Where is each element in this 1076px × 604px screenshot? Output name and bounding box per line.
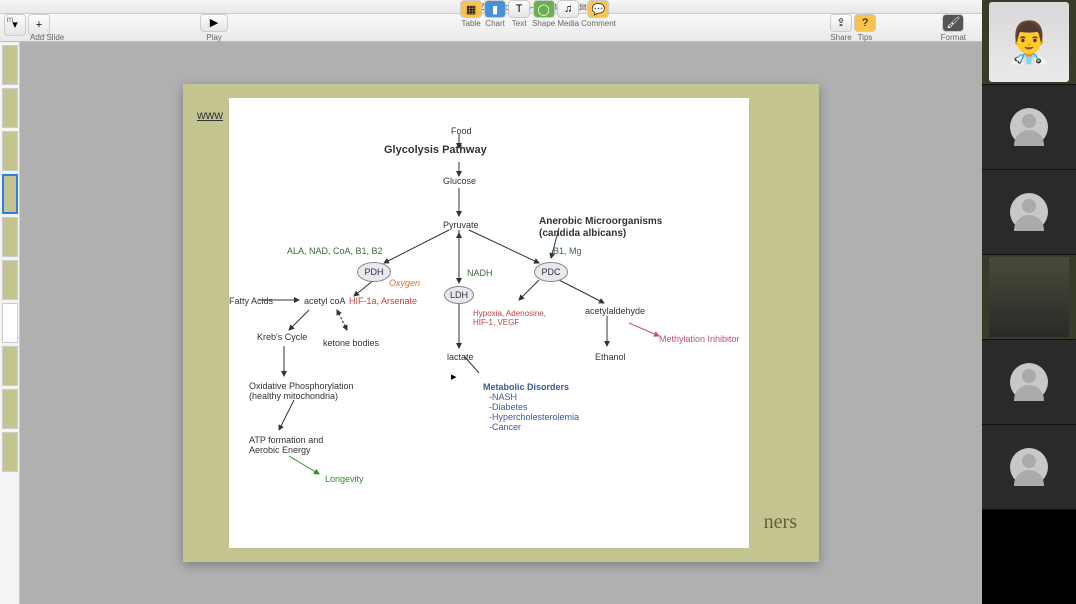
comment-button[interactable]: 💬	[588, 0, 610, 18]
zoom-participant[interactable]	[982, 170, 1076, 255]
thumbnail[interactable]	[2, 217, 18, 257]
avatar-icon	[1010, 193, 1048, 231]
cofactor-b1mg: B1, Mg	[553, 246, 582, 256]
thumbnail[interactable]	[2, 346, 18, 386]
comment-label: Comment	[581, 19, 616, 28]
tips-label: Tips	[858, 33, 873, 42]
node-fatty-acids: Fatty Acids	[229, 296, 273, 306]
node-acetyl-coa: acetyl coA	[304, 296, 346, 306]
url-fragment: www	[197, 108, 223, 122]
node-atp: ATP formation and Aerobic Energy	[249, 436, 323, 456]
node-methylation: Methylation Inhibitor	[659, 334, 740, 344]
room-video	[989, 257, 1069, 337]
zoom-participants: 👨‍⚕️	[982, 0, 1076, 604]
format-label: Format	[941, 33, 966, 42]
avatar-icon	[1010, 363, 1048, 401]
node-anerobic: Anerobic Microorganisms (candida albican…	[539, 216, 662, 240]
slide[interactable]: www	[183, 84, 819, 562]
person-video: 👨‍⚕️	[989, 2, 1069, 82]
tips-button[interactable]: ?	[854, 14, 876, 32]
zoom-participant[interactable]	[982, 340, 1076, 425]
footer-fragment: ners	[764, 511, 797, 534]
zoom-participant[interactable]	[982, 85, 1076, 170]
avatar-icon	[1010, 108, 1048, 146]
cofactor-nadh: NADH	[467, 268, 493, 278]
slide-thumbnails	[0, 42, 20, 604]
thumbnail-selected[interactable]	[2, 174, 18, 214]
media-button[interactable]: ♫	[557, 0, 579, 18]
thumbnail[interactable]	[2, 45, 18, 85]
node-lactate: lactate	[447, 352, 474, 362]
node-pdc: PDC	[534, 262, 568, 282]
text-button[interactable]: T	[508, 0, 530, 18]
thumbnail[interactable]	[2, 389, 18, 429]
shape-button[interactable]: ◯	[533, 0, 555, 18]
zoom-participant-live[interactable]: 👨‍⚕️	[982, 0, 1076, 85]
node-metabolic: Metabolic Disorders	[483, 382, 569, 392]
chart-button[interactable]: ▮	[484, 0, 506, 18]
format-button[interactable]: 🖌	[942, 14, 964, 32]
shape-label: Shape	[532, 19, 555, 28]
thumbnail[interactable]	[2, 131, 18, 171]
node-pyruvate: Pyruvate	[443, 220, 479, 230]
node-diabetes: -Diabetes	[489, 402, 528, 412]
node-pdh: PDH	[357, 262, 391, 282]
node-ketone: ketone bodies	[323, 338, 379, 348]
media-label: Media	[557, 19, 579, 28]
node-longevity: Longevity	[325, 474, 364, 484]
thumbnail[interactable]	[2, 303, 18, 343]
slide-content: Glycolysis Pathway Food Glucose Pyruvate…	[229, 98, 749, 548]
diagram: Glycolysis Pathway Food Glucose Pyruvate…	[229, 98, 749, 548]
node-acetylaldehyde: acetylaldehyde	[585, 306, 645, 316]
thumbnail[interactable]	[2, 88, 18, 128]
node-nash: -NASH	[489, 392, 517, 402]
thumbnail[interactable]	[2, 260, 18, 300]
node-food: Food	[451, 126, 472, 136]
node-ethanol: Ethanol	[595, 352, 626, 362]
cofactor-ala: ALA, NAD, CoA, B1, B2	[287, 246, 383, 256]
avatar-icon	[1010, 448, 1048, 486]
table-button[interactable]: ▦	[460, 0, 482, 18]
text-label: Text	[512, 19, 527, 28]
cofactor-hif-arsenate: HIF-1a, Arsenate	[349, 296, 417, 306]
zoom-participant[interactable]	[982, 425, 1076, 510]
node-ldh: LDH	[444, 286, 474, 304]
cofactor-oxygen: Oxygen	[389, 278, 420, 288]
table-label: Table	[462, 19, 481, 28]
node-glucose: Glucose	[443, 176, 476, 186]
zoom-participant-live[interactable]	[982, 255, 1076, 340]
node-cancer: -Cancer	[489, 422, 521, 432]
add-slide-label: Add Slide	[30, 33, 64, 42]
diagram-title: Glycolysis Pathway	[384, 144, 487, 156]
play-label: Play	[206, 33, 222, 42]
share-label: Share	[830, 33, 851, 42]
play-button[interactable]: ▶	[200, 14, 228, 32]
thumbnail[interactable]	[2, 432, 18, 472]
canvas[interactable]: www	[20, 42, 982, 604]
share-button[interactable]: ⇪	[830, 14, 852, 32]
chart-label: Chart	[485, 19, 505, 28]
toolbar: ▾ + Add Slide m ▶ Play ▦Table ▮Chart TTe…	[0, 14, 1076, 42]
zoom-label: m	[0, 15, 20, 24]
node-hyperchol: -Hypercholesterolemia	[489, 412, 579, 422]
node-oxphos: Oxidative Phosphorylation (healthy mitoc…	[249, 382, 354, 402]
node-krebs: Kreb's Cycle	[257, 332, 307, 342]
cofactor-hypoxia: Hypoxia, Adenosine, HIF-1, VEGF	[473, 310, 546, 328]
